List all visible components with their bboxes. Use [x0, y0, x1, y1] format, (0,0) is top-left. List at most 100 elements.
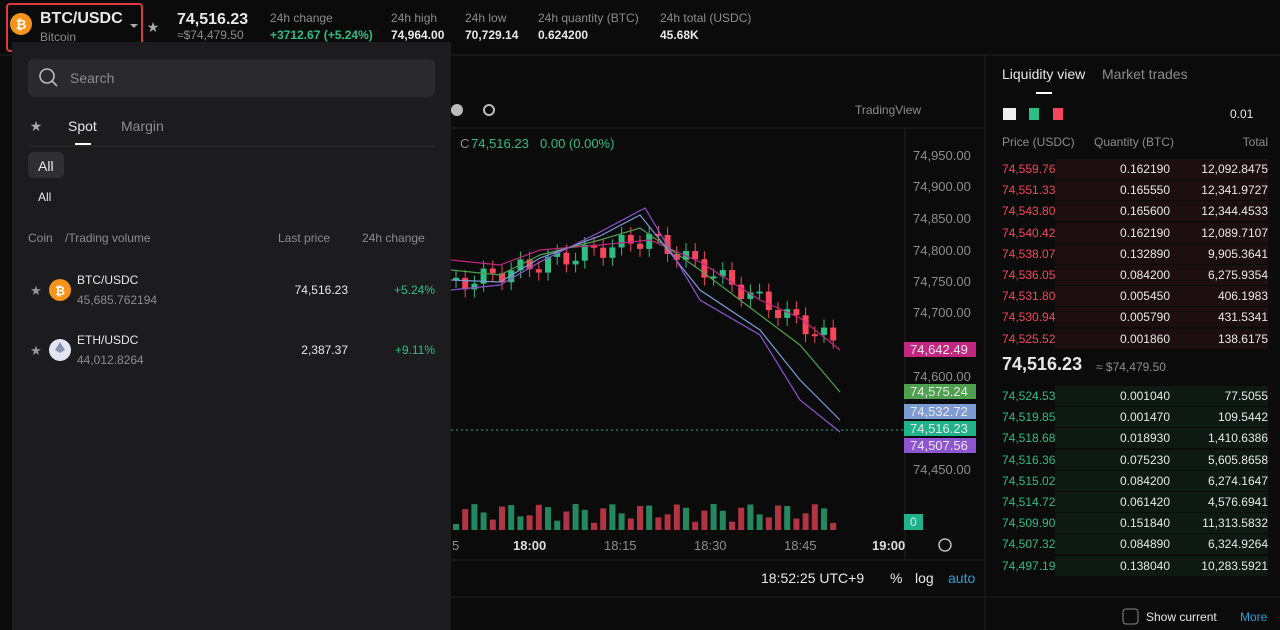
ob-total: 77.5055 [1224, 389, 1268, 403]
candle-part [710, 504, 717, 530]
candle-part [508, 270, 515, 283]
candle-part [811, 504, 818, 530]
ob-qty: 0.138040 [1119, 558, 1170, 573]
time-label: 18:45 [784, 538, 817, 553]
ob-total: 431.5341 [1217, 310, 1268, 325]
candle-part [775, 310, 781, 318]
candle-part [784, 309, 791, 318]
candle-part [784, 506, 791, 530]
ob-price: 74,543.80 [1002, 204, 1056, 219]
stat-value: 0.624200 [538, 28, 589, 42]
pair[interactable]: BTC/USDC [40, 10, 123, 27]
candle-part [526, 515, 533, 530]
ob-price: 74,538.07 [1002, 246, 1056, 261]
ob-price: 74,518.68 [1002, 431, 1056, 446]
stat-label: 24h change [270, 11, 333, 25]
ob-qty: 0.165600 [1119, 204, 1170, 219]
candle-part [618, 513, 625, 530]
candle-part [480, 512, 487, 530]
col-volume[interactable]: /Trading volume [65, 231, 151, 245]
candle-part [756, 514, 763, 530]
candle-part [802, 315, 809, 335]
filter[interactable]: All [38, 158, 54, 174]
ob-total: 6,324.9264 [1207, 537, 1268, 552]
percent[interactable]: % [890, 570, 903, 586]
col-change[interactable]: 24h change [362, 231, 425, 245]
candle-part [489, 268, 496, 274]
time-label: 18:00 [513, 538, 547, 553]
ob-price: 74,524.53 [1002, 389, 1056, 403]
candle-part [719, 510, 726, 530]
subfilter[interactable]: All [38, 190, 52, 204]
candle-part [609, 504, 616, 530]
auto[interactable]: auto [948, 570, 976, 586]
ob-qty: 0.162190 [1119, 162, 1170, 176]
ob-total: 6,274.1647 [1207, 473, 1268, 488]
candle-part [664, 235, 671, 255]
tab-margin[interactable]: Margin [121, 118, 164, 134]
time-label: 19:00 [872, 538, 906, 553]
col-price[interactable]: Last price [278, 231, 331, 245]
ob-row-bg [1055, 407, 1268, 428]
candle-part [545, 256, 551, 273]
candle-part [554, 520, 561, 530]
candle-part [453, 277, 459, 280]
coin-change: +5.24% [393, 283, 435, 297]
price-tag: 74,507.56 [904, 438, 976, 453]
ob-price: 74,530.94 [1002, 310, 1056, 325]
candle-part [673, 254, 680, 260]
ob-price: 74,525.52 [1002, 331, 1056, 346]
ob-price: 74,519.85 [1002, 410, 1056, 425]
price-tag: 74,516.23 [904, 421, 976, 436]
ob-header-price: Price (USDC) [1002, 135, 1075, 149]
ob-total: 12,089.7107 [1201, 225, 1268, 240]
ob-qty: 0.018930 [1119, 431, 1170, 446]
candle-part [811, 334, 818, 337]
ob-qty: 0.005450 [1119, 289, 1170, 304]
ob-row-bg [1055, 470, 1268, 491]
svg-text:₿: ₿ [55, 284, 65, 298]
candle-part [765, 291, 772, 311]
log[interactable]: log [915, 570, 934, 586]
ob-price: 74,509.90 [1002, 516, 1056, 531]
candle-part [793, 309, 800, 316]
coin-price: 74,516.23 [294, 283, 348, 297]
ohlc-close: 74,516.23 [471, 136, 529, 151]
candle-part [747, 292, 754, 299]
ob-total: 5,605.8658 [1207, 452, 1268, 467]
svg-text:★: ★ [147, 19, 160, 35]
tab-spot[interactable]: Spot [68, 118, 97, 134]
candle-part [637, 243, 643, 249]
tab-trades[interactable]: Market trades [1102, 66, 1188, 82]
ob-row-bg [1055, 222, 1268, 243]
ob-qty: 0.084200 [1119, 268, 1170, 282]
show-current[interactable]: Show current [1146, 610, 1217, 624]
candle-part [646, 505, 653, 530]
ob-total: 109.5442 [1217, 410, 1268, 425]
ob-row-bg [1055, 307, 1268, 328]
provider[interactable]: TradingView [855, 103, 922, 117]
ob-total: 12,092.8475 [1201, 162, 1268, 176]
time-label: 18:15 [604, 538, 637, 553]
col-coin[interactable]: Coin [28, 231, 53, 245]
tick-size[interactable]: 0.01 [1230, 107, 1254, 121]
coin-volume: 44,012.8264 [77, 353, 144, 367]
candle-part [600, 508, 607, 530]
price-label: 74,850.00 [913, 211, 971, 226]
candles [453, 225, 837, 530]
candle-part [480, 268, 487, 284]
tab-liquidity[interactable]: Liquidity view [1002, 66, 1086, 82]
more[interactable]: More [1240, 610, 1268, 624]
candle-part [591, 244, 597, 248]
stat-label: 24h total (USDC) [660, 11, 752, 25]
search[interactable]: Search [70, 70, 115, 86]
candle-part [471, 504, 478, 530]
ob-total: 9,905.3641 [1207, 246, 1268, 261]
coin-price: 2,387.37 [301, 343, 348, 357]
price-tag: 74,575.24 [904, 384, 976, 399]
candle-part [673, 504, 680, 530]
stat-value: 45.68K [660, 28, 699, 42]
candle-part [729, 270, 735, 285]
candle-part [775, 505, 781, 530]
